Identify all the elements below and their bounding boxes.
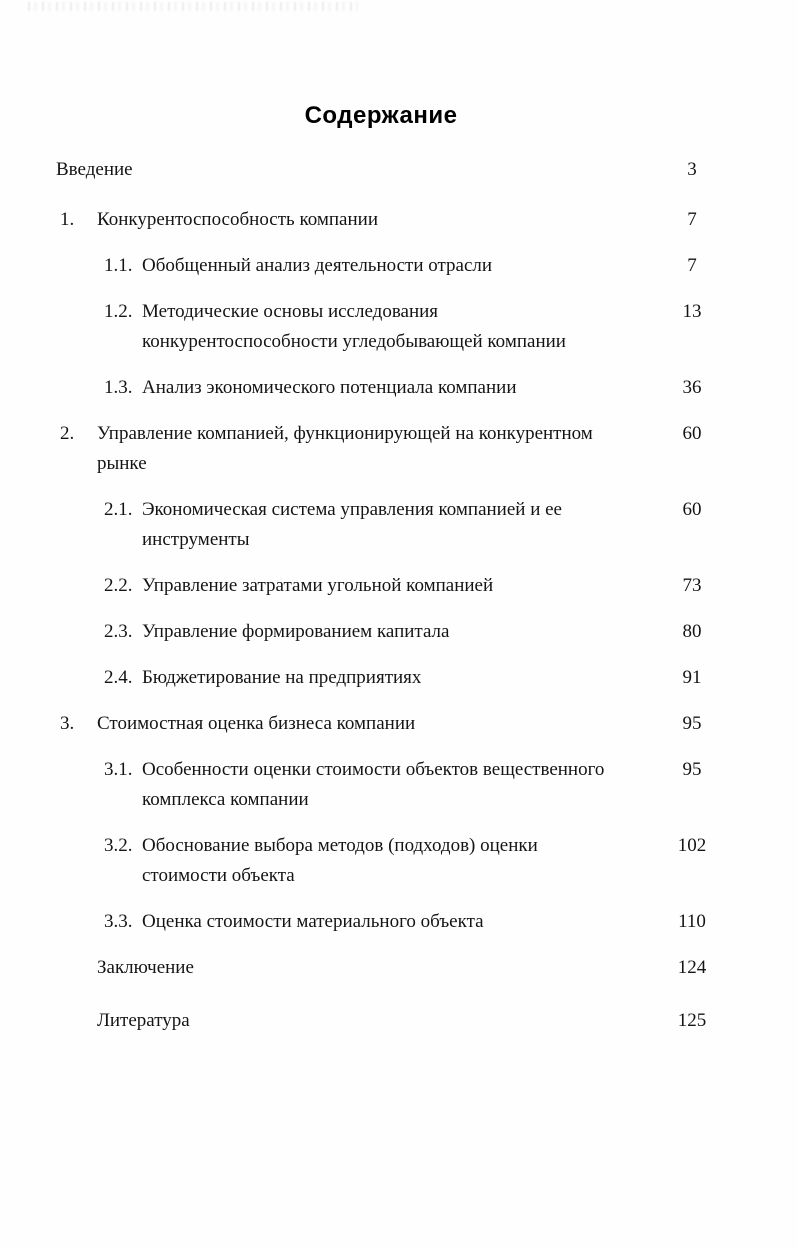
toc-entry-number: 3.1. (104, 759, 133, 780)
toc-entry: 2.4. Бюджетирование на предприятиях 91 (0, 663, 798, 693)
toc-entry-page: 13 (682, 301, 702, 322)
toc-entry: 3.1. Особенности оценки стоимости объект… (0, 755, 798, 815)
toc-entry-title: Обоснование выбора методов (подходов) оц… (142, 835, 538, 886)
toc-entry-title: Литература (97, 1010, 190, 1031)
toc-entry: 1.1. Обобщенный анализ деятельности отра… (0, 251, 798, 281)
toc-entries: Введение 3 1. Конкурентоспособность комп… (0, 155, 798, 1059)
toc-entry-number: 2. (60, 423, 75, 444)
toc-entry: 2. Управление компанией, функционирующей… (0, 419, 798, 479)
toc-entry-title: Бюджетирование на предприятиях (142, 667, 422, 688)
toc-entry-title: Оценка стоимости материального объекта (142, 911, 484, 932)
toc-entry-page: 7 (687, 255, 697, 276)
toc-entry-page: 95 (682, 759, 702, 780)
toc-entry-number: 1.3. (104, 377, 133, 398)
toc-entry-number: 2.3. (104, 621, 133, 642)
toc-entry-title: Экономическая система управления компани… (142, 499, 562, 550)
toc-entry-title: Управление компанией, функционирующей на… (97, 423, 593, 474)
toc-entry: Литература 125 (0, 1006, 798, 1036)
toc-entry-title: Обобщенный анализ деятельности отрасли (142, 255, 493, 276)
toc-entry: 1.3. Анализ экономического потенциала ко… (0, 373, 798, 403)
toc-entry-number: 3.2. (104, 835, 133, 856)
toc-entry-page: 3 (687, 159, 697, 180)
toc-entry: 3. Стоимостная оценка бизнеса компании 9… (0, 709, 798, 739)
toc-entry-page: 60 (682, 423, 702, 444)
toc-entry-number: 2.2. (104, 575, 133, 596)
toc-entry-page: 124 (677, 957, 707, 978)
toc-entry-title: Анализ экономического потенциала компани… (142, 377, 517, 398)
toc-entry-title: Введение (56, 159, 133, 180)
toc-entry-page: 7 (687, 209, 697, 230)
toc-entry: 1. Конкурентоспособность компании 7 (0, 205, 798, 235)
toc-entry: Заключение 124 (0, 953, 798, 983)
toc-entry-page: 95 (682, 713, 702, 734)
toc-entry-number: 1.2. (104, 301, 133, 322)
toc-entry-page: 91 (682, 667, 702, 688)
toc-entry-page: 110 (678, 911, 706, 932)
toc-entry-page: 73 (682, 575, 702, 596)
toc-entry: 2.1. Экономическая система управления ко… (0, 495, 798, 555)
toc-entry-page: 80 (682, 621, 702, 642)
toc-entry: 3.3. Оценка стоимости материального объе… (0, 907, 798, 937)
toc-entry-title: Конкурентоспособность компании (97, 209, 378, 230)
toc-entry-number: 2.1. (104, 499, 133, 520)
toc-entry-page: 102 (677, 835, 707, 856)
toc-entry-page: 36 (682, 377, 702, 398)
toc-entry-title: Управление формированием капитала (142, 621, 450, 642)
toc-entry-number: 3.3. (104, 911, 133, 932)
page-title: Содержание (304, 102, 458, 129)
toc-entry-title: Особенности оценки стоимости объектов ве… (142, 759, 605, 810)
toc-entry: 3.2. Обоснование выбора методов (подходо… (0, 831, 798, 891)
toc-entry: 2.3. Управление формированием капитала 8… (0, 617, 798, 647)
toc-entry-title: Стоимостная оценка бизнеса компании (97, 713, 416, 734)
toc-entry: 2.2. Управление затратами угольной компа… (0, 571, 798, 601)
toc-entry-number: 2.4. (104, 667, 133, 688)
toc-entry-number: 3. (60, 713, 75, 734)
toc-entry-title: Методические основы исследования конкуре… (142, 301, 566, 352)
toc-entry-number: 1.1. (104, 255, 133, 276)
toc-entry-title: Управление затратами угольной компанией (142, 575, 494, 596)
toc-entry-title: Заключение (97, 957, 194, 978)
toc-entry-number: 1. (60, 209, 75, 230)
toc-entry-page: 60 (682, 499, 702, 520)
toc-entry-page: 125 (677, 1010, 707, 1031)
toc-entry: 1.2. Методические основы исследования ко… (0, 297, 798, 357)
toc-entry: Введение 3 (0, 155, 798, 185)
scan-noise-artifact (28, 2, 358, 11)
